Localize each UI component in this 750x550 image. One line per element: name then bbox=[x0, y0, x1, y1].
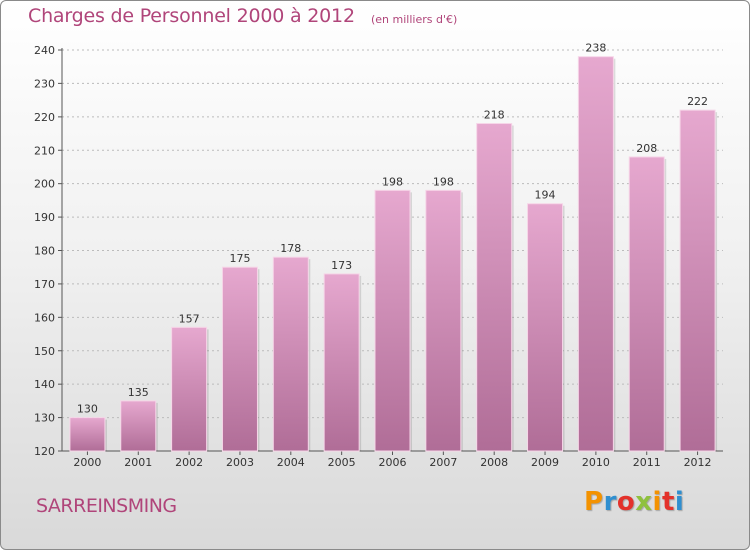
data-label: 178 bbox=[280, 242, 301, 255]
logo-letter: r bbox=[603, 487, 617, 517]
x-tick-label: 2006 bbox=[379, 456, 407, 469]
y-tick-label: 180 bbox=[34, 245, 55, 258]
y-tick-label: 130 bbox=[34, 412, 55, 425]
bar-2010 bbox=[577, 56, 614, 452]
bar-2002 bbox=[171, 326, 208, 452]
x-tick-label: 2005 bbox=[328, 456, 356, 469]
x-tick-label: 2009 bbox=[531, 456, 559, 469]
bar-2006 bbox=[374, 189, 411, 452]
x-tick-label: 2007 bbox=[429, 456, 457, 469]
logo-letter: x bbox=[635, 487, 653, 517]
data-label: 194 bbox=[535, 189, 556, 202]
logo-letter: t bbox=[661, 487, 675, 517]
logo-letter: o bbox=[616, 487, 636, 517]
bar-2005 bbox=[323, 273, 360, 452]
x-tick-label: 2000 bbox=[73, 456, 101, 469]
bar-2001 bbox=[120, 400, 157, 452]
proxiti-logo: Proxiti bbox=[584, 487, 684, 517]
logo-letter: i bbox=[674, 487, 685, 517]
x-tick-label: 2011 bbox=[633, 456, 661, 469]
x-tick-label: 2010 bbox=[582, 456, 610, 469]
data-label: 130 bbox=[77, 403, 98, 416]
data-label: 198 bbox=[433, 175, 454, 188]
bar-2011 bbox=[628, 156, 665, 452]
bars bbox=[69, 56, 718, 452]
x-tick-label: 2012 bbox=[684, 456, 712, 469]
data-label: 173 bbox=[331, 259, 352, 272]
data-label: 238 bbox=[585, 42, 606, 55]
bar-2004 bbox=[272, 256, 309, 452]
x-tick-label: 2004 bbox=[277, 456, 305, 469]
y-tick-label: 220 bbox=[34, 111, 55, 124]
y-tick-label: 210 bbox=[34, 144, 55, 157]
y-tick-labels: 120 130 140 150 160 170 180 190 200 210 220 230 240 bbox=[34, 44, 55, 458]
data-label: 135 bbox=[128, 386, 149, 399]
logo-letter: P bbox=[584, 487, 604, 517]
bar-2003 bbox=[221, 266, 258, 452]
chart-subtitle: (en milliers d'€) bbox=[371, 13, 458, 26]
data-label: 198 bbox=[382, 175, 403, 188]
bar-2000 bbox=[69, 417, 106, 452]
x-tick-label: 2008 bbox=[480, 456, 508, 469]
chart-title: Charges de Personnel 2000 à 2012 bbox=[28, 5, 355, 27]
x-tick-label: 2003 bbox=[226, 456, 254, 469]
commune-name: SARREINSMING bbox=[36, 495, 177, 517]
data-labels: 130 135 157 175 178 173 198 198 218 194 238 208 222 bbox=[77, 42, 708, 416]
bar-2007 bbox=[425, 189, 462, 452]
y-tick-label: 160 bbox=[34, 311, 55, 324]
bar-2012 bbox=[679, 109, 716, 452]
x-tick-label: 2001 bbox=[124, 456, 152, 469]
y-tick-label: 240 bbox=[34, 44, 55, 57]
bar-2008 bbox=[476, 123, 513, 452]
y-tick-label: 200 bbox=[34, 178, 55, 191]
data-label: 222 bbox=[687, 95, 708, 108]
data-label: 208 bbox=[636, 142, 657, 155]
y-tick-label: 190 bbox=[34, 211, 55, 224]
x-tick-label: 2002 bbox=[175, 456, 203, 469]
data-label: 157 bbox=[179, 312, 200, 325]
x-tick-labels: 2000 2001 2002 2003 2004 2005 2006 2007 2008 2009… bbox=[73, 456, 711, 469]
bar-2009 bbox=[527, 203, 564, 452]
data-label: 175 bbox=[229, 252, 250, 265]
y-tick-label: 120 bbox=[34, 445, 55, 458]
data-label: 218 bbox=[484, 109, 505, 122]
y-tick-label: 150 bbox=[34, 345, 55, 358]
logo-letter: i bbox=[652, 487, 662, 517]
y-tick-label: 170 bbox=[34, 278, 55, 291]
y-tick-label: 230 bbox=[34, 77, 55, 90]
y-tick-label: 140 bbox=[34, 378, 55, 391]
